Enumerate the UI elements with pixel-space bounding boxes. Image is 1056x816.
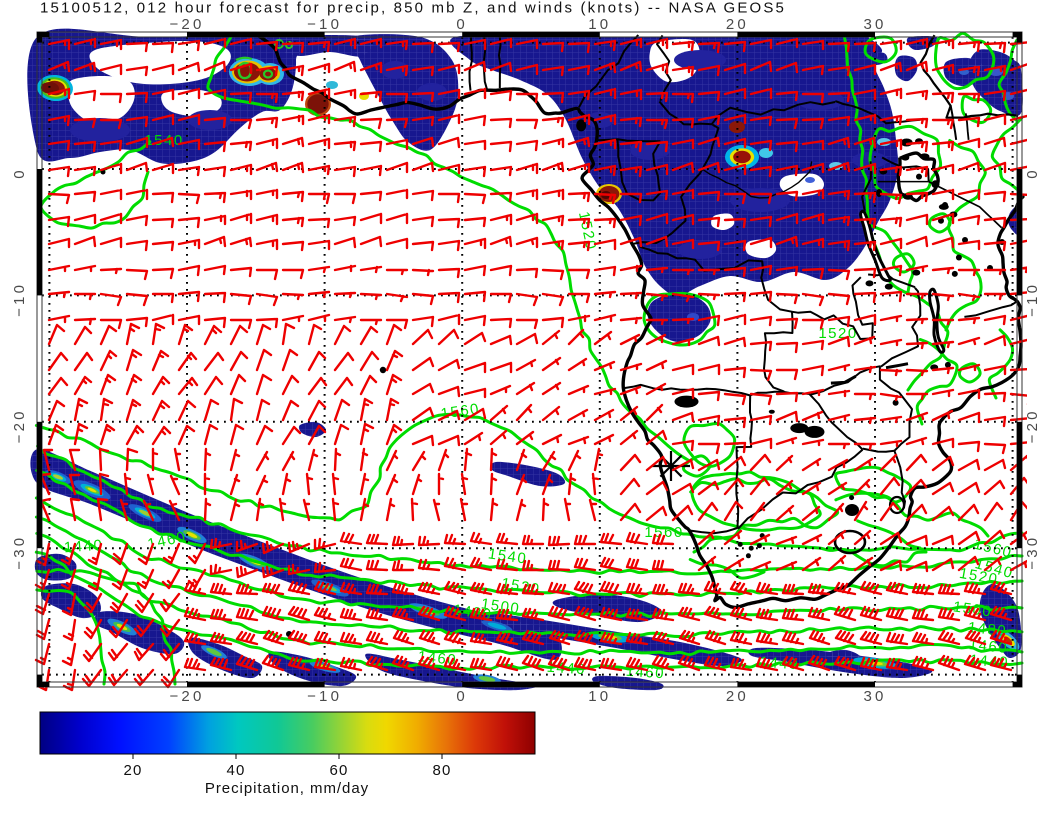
svg-text:0: 0 — [1024, 167, 1041, 179]
svg-text:10: 10 — [588, 16, 611, 33]
svg-text:30: 30 — [863, 688, 886, 705]
svg-text:40: 40 — [227, 762, 246, 779]
svg-text:20: 20 — [124, 762, 143, 779]
svg-text:30: 30 — [863, 16, 886, 33]
svg-text:Precipitation, mm/day: Precipitation, mm/day — [205, 780, 369, 797]
svg-text:−10: −10 — [11, 282, 28, 317]
svg-text:−20: −20 — [11, 408, 28, 443]
svg-text:−10: −10 — [1024, 282, 1041, 317]
svg-text:15100512, 012 hour forecast fo: 15100512, 012 hour forecast for precip, … — [40, 0, 786, 17]
svg-text:−30: −30 — [11, 535, 28, 570]
svg-text:20: 20 — [726, 688, 749, 705]
svg-text:−20: −20 — [1024, 408, 1041, 443]
svg-text:1460: 1460 — [417, 648, 458, 669]
svg-text:−10: −10 — [307, 688, 342, 705]
svg-text:−30: −30 — [1024, 535, 1041, 570]
svg-text:0: 0 — [11, 167, 28, 179]
svg-text:0: 0 — [456, 16, 468, 33]
svg-text:−20: −20 — [169, 688, 204, 705]
svg-text:1500: 1500 — [480, 595, 521, 617]
svg-text:10: 10 — [588, 688, 611, 705]
svg-text:20: 20 — [726, 16, 749, 33]
svg-text:60: 60 — [330, 762, 349, 779]
svg-text:80: 80 — [433, 762, 452, 779]
svg-text:−10: −10 — [307, 16, 342, 33]
svg-text:0: 0 — [456, 688, 468, 705]
svg-text:−20: −20 — [169, 16, 204, 33]
